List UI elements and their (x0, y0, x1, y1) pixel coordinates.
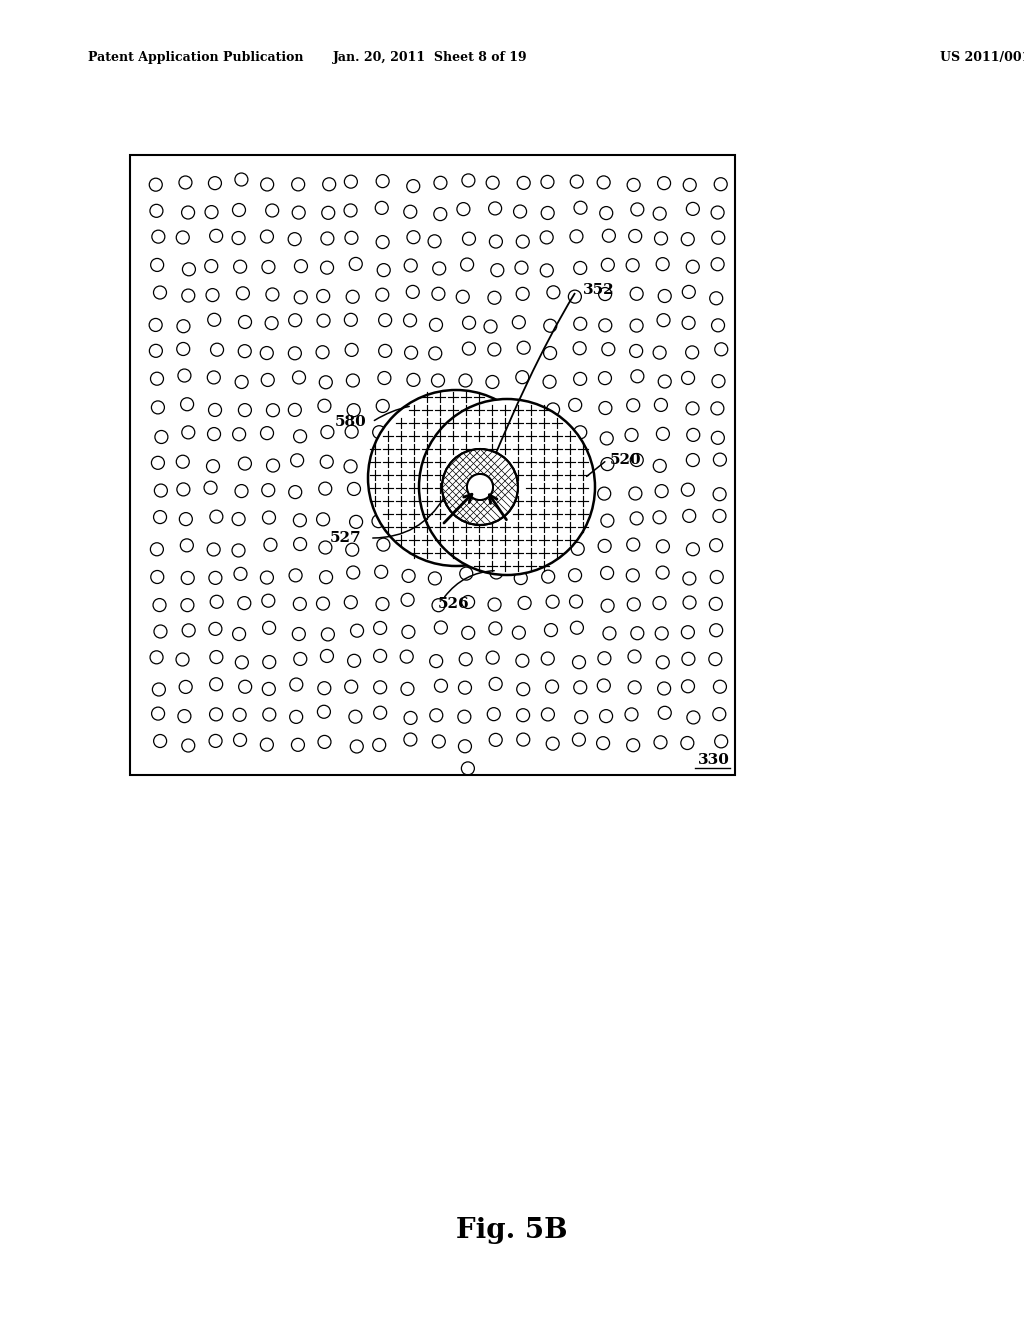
Text: 352: 352 (583, 282, 614, 297)
Text: Patent Application Publication: Patent Application Publication (88, 51, 303, 65)
Text: Jan. 20, 2011  Sheet 8 of 19: Jan. 20, 2011 Sheet 8 of 19 (333, 51, 527, 65)
Circle shape (467, 474, 493, 500)
Text: US 2011/0012083 A1: US 2011/0012083 A1 (940, 51, 1024, 65)
Text: 526: 526 (438, 597, 470, 611)
Circle shape (419, 399, 595, 576)
Text: 330: 330 (698, 752, 730, 767)
Circle shape (442, 449, 518, 525)
Text: 527: 527 (330, 531, 361, 545)
Text: 580: 580 (335, 414, 367, 429)
Bar (130, 154, 735, 775)
Circle shape (368, 389, 544, 566)
Text: 520: 520 (610, 453, 642, 467)
Bar (130, 154, 735, 775)
Text: Fig. 5B: Fig. 5B (457, 1217, 567, 1243)
